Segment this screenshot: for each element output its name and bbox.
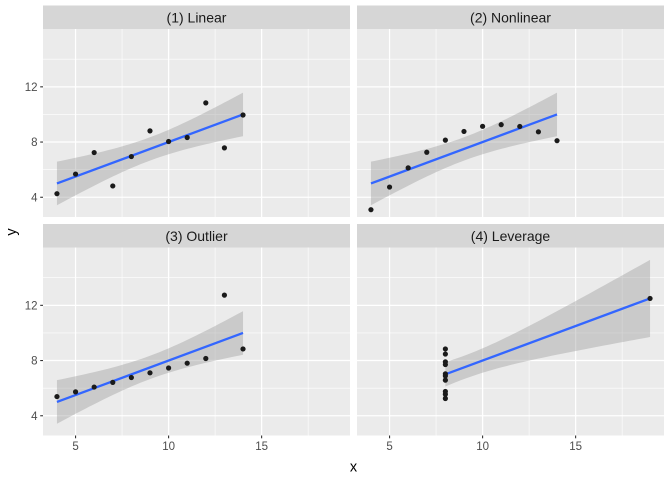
y-tick-label: 8: [31, 137, 37, 149]
regression-line: [444, 297, 651, 376]
facet-strip: [357, 5, 664, 29]
regression-line: [56, 331, 244, 404]
data-point: [442, 395, 448, 402]
regression-line: [56, 113, 244, 185]
data-point: [91, 149, 97, 156]
data-point: [128, 374, 134, 381]
data-point: [240, 112, 246, 118]
data-point: [184, 360, 190, 366]
data-point: [442, 359, 448, 365]
data-point: [240, 346, 246, 352]
data-point: [221, 292, 228, 298]
facet-panel-2: (2) Nonlinear: [357, 5, 664, 217]
data-point: [535, 129, 542, 135]
data-point: [442, 373, 448, 379]
y-tick-label: 4: [31, 411, 38, 423]
data-point: [147, 370, 153, 376]
facet-strip: [357, 224, 664, 248]
data-point: [405, 165, 411, 171]
points-layer: [368, 122, 560, 213]
data-point: [110, 183, 116, 189]
data-point: [203, 355, 209, 362]
data-point: [165, 365, 172, 371]
facet-strip-label: (3) Outlier: [165, 228, 228, 244]
facet-strip: [43, 5, 350, 29]
x-tick-label: 15: [569, 441, 582, 453]
facet-panel-4: (4) Leverage: [357, 224, 664, 436]
data-point: [647, 295, 653, 302]
data-point: [368, 207, 374, 213]
x-tick-label: 10: [162, 441, 175, 453]
data-point: [442, 137, 448, 143]
facet-strip-label: (4) Leverage: [471, 228, 551, 244]
data-point: [91, 384, 97, 390]
data-point: [424, 149, 430, 155]
points-layer: [54, 100, 246, 197]
y-tick-label: 8: [31, 356, 37, 368]
panel-background: [43, 247, 350, 436]
data-point: [54, 191, 60, 197]
facet-strip-label: (1) Linear: [167, 9, 227, 25]
data-point: [128, 153, 134, 160]
y-axis-title: y: [4, 228, 20, 236]
data-point: [498, 122, 504, 128]
points-layer: [54, 292, 246, 400]
smooth-layer: [56, 311, 244, 424]
data-point: [165, 138, 172, 145]
smooth-layer: [56, 92, 244, 206]
data-point: [479, 123, 486, 129]
x-tick-label: 10: [476, 441, 489, 453]
facet-panel-1: (1) Linear: [43, 5, 350, 217]
panel-background: [43, 29, 350, 217]
facet-panel-3: (3) Outlier: [43, 224, 350, 436]
x-tick-label: 15: [255, 441, 268, 453]
y-tick-label: 4: [31, 192, 38, 204]
data-point: [203, 100, 209, 106]
facet-strip-label: (2) Nonlinear: [470, 9, 551, 25]
smooth-layer: [370, 92, 558, 206]
regression-line: [370, 113, 558, 185]
data-point: [54, 393, 60, 400]
data-point: [461, 128, 467, 135]
x-tick-label: 5: [386, 441, 392, 453]
data-point: [442, 377, 448, 383]
data-point: [386, 184, 393, 190]
y-tick-label: 12: [25, 300, 38, 312]
data-point: [72, 171, 79, 177]
data-point: [442, 351, 448, 357]
data-point: [110, 379, 116, 385]
x-tick-label: 5: [72, 441, 78, 453]
data-point: [517, 123, 523, 130]
y-tick-label: 12: [25, 82, 38, 94]
data-point: [221, 145, 228, 151]
data-point: [554, 138, 560, 144]
y-axis: 4 8 12 4 8 12: [25, 82, 43, 423]
panel-background: [357, 247, 664, 436]
points-layer: [442, 295, 653, 402]
data-point: [442, 391, 448, 397]
data-point: [184, 134, 190, 141]
smooth-layer: [444, 259, 651, 387]
facet-strip: [43, 224, 350, 248]
data-point: [147, 128, 153, 134]
x-axis: 5 10 15 5 10 15: [72, 435, 582, 453]
data-point: [442, 346, 448, 352]
panel-background: [357, 29, 664, 217]
x-axis-title: x: [350, 460, 358, 476]
data-point: [72, 389, 79, 395]
